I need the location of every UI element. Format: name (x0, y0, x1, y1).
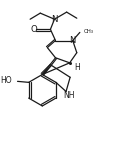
Text: CH₃: CH₃ (83, 29, 93, 34)
Text: H: H (73, 63, 79, 72)
Text: HO: HO (0, 76, 12, 85)
Text: N: N (51, 15, 57, 24)
Text: O: O (30, 25, 37, 34)
Text: N: N (69, 36, 75, 45)
Text: NH: NH (63, 91, 74, 100)
